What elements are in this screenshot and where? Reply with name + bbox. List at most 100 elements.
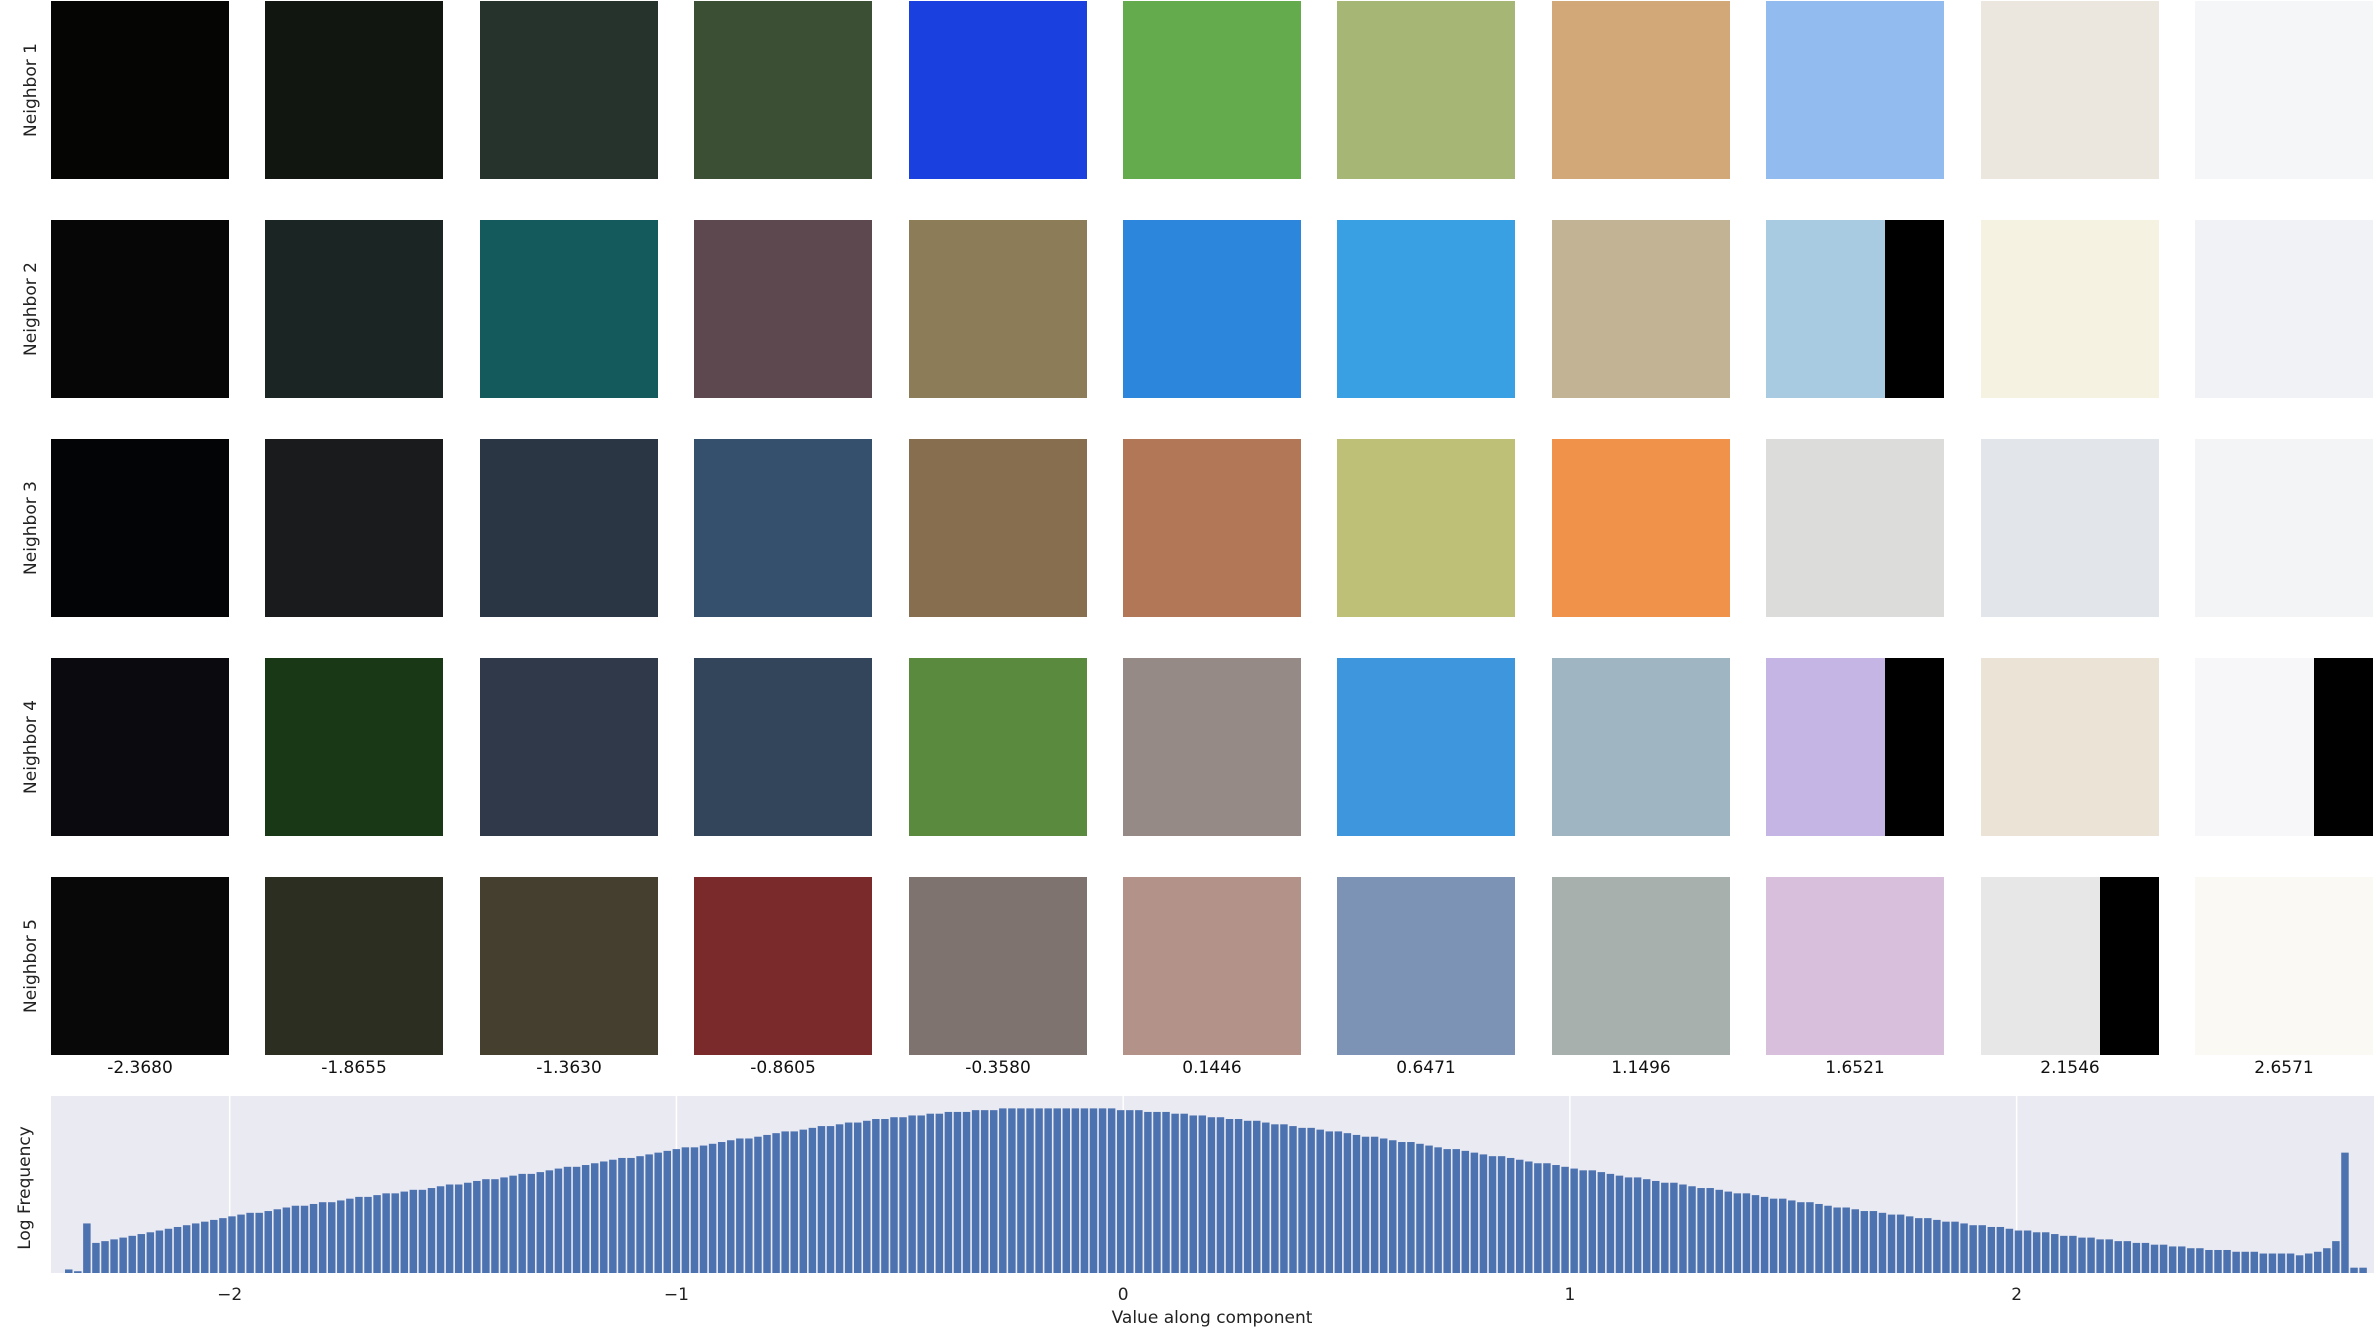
- neighbor-image-tile: [265, 439, 443, 617]
- histogram-bar: [137, 1234, 146, 1273]
- histogram-bar: [763, 1134, 771, 1273]
- tile-black-padding: [1885, 658, 1944, 836]
- histogram-bar: [1987, 1226, 1996, 1273]
- histogram-bar: [1425, 1145, 1433, 1273]
- histogram-bar: [1824, 1205, 1832, 1273]
- histogram-bar: [980, 1110, 989, 1273]
- histogram-bar: [826, 1126, 835, 1273]
- histogram-bar: [962, 1111, 971, 1273]
- neighbor-image-tile: [2195, 1, 2373, 179]
- histogram-bar: [853, 1122, 862, 1273]
- histogram-bar: [2277, 1253, 2286, 1273]
- histogram-bar: [1243, 1120, 1252, 1273]
- histogram-bar: [917, 1115, 925, 1273]
- neighbor-image-tile: [2195, 877, 2373, 1055]
- histogram-bar: [2069, 1235, 2077, 1273]
- histogram-bar: [364, 1196, 372, 1273]
- x-tick-label: −1: [664, 1285, 689, 1305]
- histogram-bar: [1262, 1122, 1270, 1273]
- neighbor-image-tile: [694, 220, 872, 398]
- histogram-bar: [536, 1172, 545, 1273]
- histogram-bar: [300, 1205, 309, 1273]
- histogram-bar: [1044, 1108, 1052, 1273]
- histogram-bar: [1579, 1170, 1587, 1273]
- column-value-label: -2.3680: [107, 1058, 173, 1078]
- histogram-bar: [2241, 1251, 2249, 1273]
- histogram-bar: [210, 1219, 218, 1273]
- histogram-bar: [1207, 1117, 1216, 1273]
- neighbor-image-tile: [909, 877, 1087, 1055]
- x-tick-label: 2: [2011, 1285, 2022, 1305]
- neighbor-image-tile: [1981, 439, 2159, 617]
- histogram-bar: [636, 1156, 644, 1273]
- histogram-bar: [2032, 1232, 2041, 1273]
- histogram-bar: [899, 1117, 907, 1273]
- histogram-bar: [1280, 1124, 1288, 1273]
- histogram-bar: [255, 1212, 263, 1273]
- neighbor-image-tile: [480, 220, 658, 398]
- histogram-bar: [155, 1230, 164, 1273]
- histogram-bar: [1760, 1196, 1769, 1273]
- histogram-bar: [191, 1223, 200, 1273]
- histogram-bar: [1216, 1117, 1225, 1273]
- histogram-bar: [1135, 1110, 1143, 1273]
- neighbor-image-tile: [1981, 877, 2159, 1055]
- histogram-bar: [237, 1214, 245, 1273]
- histogram-bar: [1778, 1198, 1787, 1273]
- neighbor-image-tile: [1766, 1, 1944, 179]
- histogram-bar: [745, 1138, 753, 1273]
- histogram-bar: [2132, 1242, 2141, 1273]
- tile-black-padding: [2314, 658, 2373, 836]
- histogram-bar: [1525, 1161, 1533, 1273]
- histogram-bar: [1570, 1168, 1578, 1273]
- histogram-bar: [572, 1166, 581, 1273]
- row-label-neighbor-3: Neighbor 3: [21, 481, 41, 575]
- histogram-bar: [944, 1111, 953, 1273]
- histogram-bar: [164, 1228, 173, 1273]
- histogram-bar: [1606, 1173, 1615, 1273]
- histogram-bar: [2159, 1244, 2168, 1273]
- histogram-bar: [1416, 1143, 1424, 1273]
- neighbor-image-tile: [1552, 877, 1730, 1055]
- histogram-bar: [663, 1150, 672, 1273]
- histogram-bar: [400, 1191, 409, 1273]
- histogram-bar: [1561, 1166, 1569, 1273]
- histogram-bar: [2005, 1228, 2014, 1273]
- histogram-bar: [1996, 1226, 2005, 1273]
- histogram-bar: [2359, 1267, 2367, 1273]
- histogram-bar: [464, 1182, 472, 1273]
- neighbor-image-tile: [1552, 220, 1730, 398]
- histogram-bar: [1443, 1149, 1451, 1273]
- histogram-bar: [881, 1119, 889, 1273]
- histogram-bar: [1815, 1203, 1823, 1273]
- histogram-bar: [1080, 1108, 1089, 1273]
- histogram-bar: [1924, 1218, 1932, 1273]
- histogram-bar: [2177, 1246, 2186, 1273]
- histogram-bar: [627, 1157, 635, 1273]
- histogram-bar: [1742, 1193, 1751, 1273]
- histogram-bar: [1515, 1159, 1524, 1273]
- histogram-bar: [990, 1110, 998, 1273]
- histogram-bar: [1116, 1110, 1125, 1273]
- histogram-bar: [119, 1237, 127, 1273]
- histogram-bar: [817, 1126, 826, 1273]
- histogram-bar: [527, 1173, 535, 1273]
- histogram-bar: [309, 1203, 318, 1273]
- neighbor-image-tile: [909, 439, 1087, 617]
- neighbor-image-tile: [909, 220, 1087, 398]
- histogram-bar: [500, 1177, 508, 1273]
- histogram-bar: [835, 1124, 844, 1273]
- histogram-bar: [146, 1232, 155, 1273]
- histogram-bar: [418, 1189, 427, 1273]
- row-label-neighbor-1: Neighbor 1: [21, 43, 41, 137]
- histogram-bar: [1144, 1111, 1152, 1273]
- histogram-bar: [2105, 1239, 2113, 1273]
- histogram-bar: [1506, 1157, 1515, 1273]
- histogram-bar: [1289, 1126, 1297, 1273]
- histogram-bar: [110, 1239, 118, 1273]
- neighbor-image-tile: [909, 1, 1087, 179]
- histogram-bar: [2187, 1248, 2195, 1273]
- histogram-bar: [1724, 1191, 1733, 1273]
- histogram-bar: [1171, 1113, 1179, 1273]
- histogram-bar: [1089, 1108, 1098, 1273]
